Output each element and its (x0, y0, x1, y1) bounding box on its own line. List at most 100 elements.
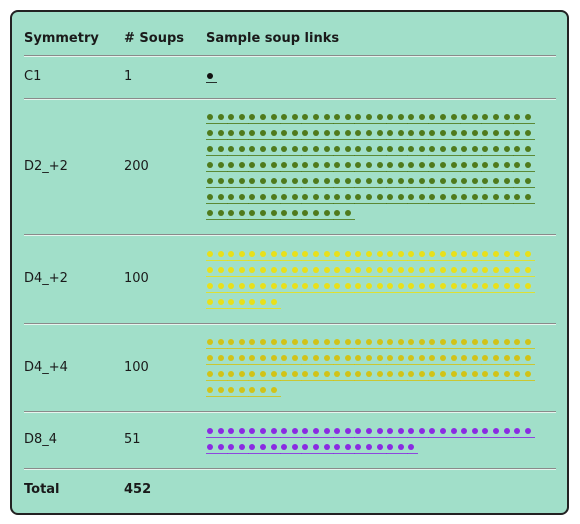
soup-link[interactable] (237, 174, 249, 190)
soup-link[interactable] (280, 424, 292, 440)
soup-link[interactable] (492, 279, 504, 295)
soup-link[interactable] (258, 263, 270, 279)
soup-link[interactable] (258, 440, 270, 456)
soup-link[interactable] (248, 126, 260, 142)
soup-link[interactable] (227, 295, 239, 311)
soup-link[interactable] (386, 367, 398, 383)
soup-link[interactable] (343, 440, 355, 456)
soup-link[interactable] (439, 190, 451, 206)
soup-link[interactable] (290, 174, 302, 190)
soup-link[interactable] (311, 247, 323, 263)
soup-link[interactable] (311, 190, 323, 206)
soup-link[interactable] (258, 158, 270, 174)
soup-link[interactable] (301, 335, 313, 351)
soup-link[interactable] (449, 190, 461, 206)
soup-link[interactable] (460, 263, 472, 279)
soup-link[interactable] (354, 142, 366, 158)
soup-link[interactable] (301, 190, 313, 206)
soup-link[interactable] (523, 190, 535, 206)
soup-link[interactable] (470, 247, 482, 263)
soup-link[interactable] (354, 158, 366, 174)
soup-link[interactable] (354, 335, 366, 351)
soup-link[interactable] (248, 174, 260, 190)
soup-link[interactable] (248, 279, 260, 295)
soup-link[interactable] (216, 158, 228, 174)
soup-link[interactable] (237, 247, 249, 263)
soup-link[interactable] (237, 279, 249, 295)
soup-link[interactable] (290, 367, 302, 383)
soup-link[interactable] (280, 351, 292, 367)
soup-link[interactable] (322, 279, 334, 295)
soup-link[interactable] (502, 263, 514, 279)
soup-link[interactable] (343, 190, 355, 206)
soup-link[interactable] (290, 440, 302, 456)
soup-link[interactable] (322, 190, 334, 206)
soup-link[interactable] (216, 263, 228, 279)
soup-link[interactable] (502, 247, 514, 263)
soup-link[interactable] (311, 158, 323, 174)
soup-link[interactable] (248, 142, 260, 158)
soup-link[interactable] (343, 351, 355, 367)
soup-link[interactable] (227, 424, 239, 440)
soup-link[interactable] (333, 367, 345, 383)
soup-link[interactable] (343, 158, 355, 174)
soup-link[interactable] (333, 126, 345, 142)
soup-link[interactable] (343, 279, 355, 295)
soup-link[interactable] (523, 247, 535, 263)
soup-link[interactable] (227, 110, 239, 126)
soup-link[interactable] (258, 206, 270, 222)
soup-link[interactable] (481, 367, 493, 383)
soup-link[interactable] (301, 367, 313, 383)
soup-link[interactable] (481, 279, 493, 295)
soup-link[interactable] (343, 424, 355, 440)
soup-link[interactable] (428, 110, 440, 126)
soup-link[interactable] (428, 351, 440, 367)
soup-link[interactable] (523, 424, 535, 440)
soup-link[interactable] (460, 351, 472, 367)
soup-link[interactable] (364, 158, 376, 174)
soup-link[interactable] (407, 158, 419, 174)
soup-link[interactable] (206, 190, 217, 206)
soup-link[interactable] (311, 367, 323, 383)
soup-link[interactable] (227, 263, 239, 279)
soup-link[interactable] (206, 158, 217, 174)
soup-link[interactable] (290, 142, 302, 158)
soup-link[interactable] (280, 206, 292, 222)
soup-link[interactable] (523, 158, 535, 174)
soup-link[interactable] (333, 440, 345, 456)
soup-link[interactable] (269, 110, 281, 126)
soup-link[interactable] (333, 110, 345, 126)
soup-link[interactable] (333, 351, 345, 367)
soup-link[interactable] (227, 440, 239, 456)
soup-link[interactable] (364, 247, 376, 263)
soup-link[interactable] (248, 295, 260, 311)
soup-link[interactable] (311, 126, 323, 142)
soup-link[interactable] (280, 158, 292, 174)
soup-link[interactable] (460, 110, 472, 126)
soup-link[interactable] (386, 190, 398, 206)
soup-link[interactable] (502, 174, 514, 190)
soup-link[interactable] (428, 263, 440, 279)
soup-link[interactable] (333, 206, 345, 222)
soup-link[interactable] (227, 142, 239, 158)
soup-link[interactable] (206, 440, 217, 456)
soup-link[interactable] (449, 424, 461, 440)
soup-link[interactable] (354, 367, 366, 383)
soup-link[interactable] (417, 126, 429, 142)
soup-link[interactable] (386, 158, 398, 174)
soup-link[interactable] (227, 351, 239, 367)
soup-link[interactable] (301, 174, 313, 190)
soup-link[interactable] (386, 142, 398, 158)
soup-link[interactable] (523, 263, 535, 279)
soup-link[interactable] (206, 295, 217, 311)
soup-link[interactable] (311, 174, 323, 190)
soup-link[interactable] (248, 158, 260, 174)
soup-link[interactable] (375, 174, 387, 190)
soup-link[interactable] (364, 351, 376, 367)
soup-link[interactable] (460, 367, 472, 383)
soup-link[interactable] (407, 142, 419, 158)
soup-link[interactable] (492, 263, 504, 279)
soup-link[interactable] (206, 247, 217, 263)
soup-link[interactable] (386, 126, 398, 142)
soup-link[interactable] (290, 279, 302, 295)
